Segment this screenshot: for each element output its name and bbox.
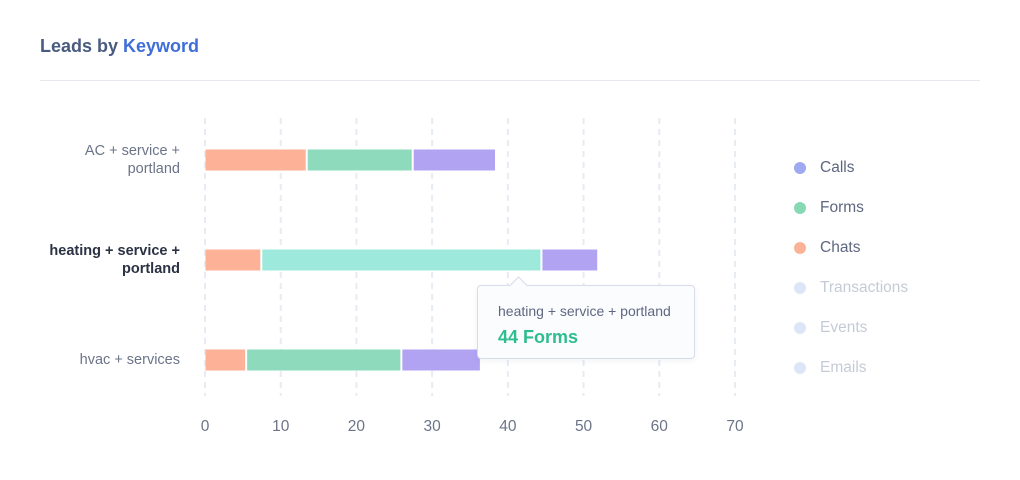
- bar-calls[interactable]: [413, 149, 495, 171]
- category-label: hvac + services: [79, 352, 180, 368]
- category-label: heating + service + portland: [49, 243, 180, 277]
- legend-label: Events: [820, 319, 868, 336]
- chart-title-part2: Keyword: [123, 36, 200, 56]
- bar-chats[interactable]: [205, 149, 306, 171]
- legend-label: Forms: [820, 199, 864, 216]
- chart-title: Leads by Keyword: [40, 36, 199, 57]
- bar-chats[interactable]: [205, 249, 261, 271]
- bar-forms[interactable]: [307, 149, 412, 171]
- legend-item-forms[interactable]: Forms: [794, 188, 908, 228]
- tooltip-value: 44 Forms: [498, 327, 579, 347]
- legend-dot-icon: [794, 162, 806, 174]
- x-tick-label: 70: [726, 418, 744, 435]
- header-divider: [40, 80, 980, 81]
- tooltip-title: heating + service + portland: [498, 303, 671, 319]
- legend-item-emails[interactable]: Emails: [794, 348, 908, 388]
- chart-legend: Calls Forms Chats Transactions Events Emails: [794, 148, 908, 388]
- legend-label: Calls: [820, 159, 855, 176]
- bar-chart: 0 10 20 30 40 50 60 70: [201, 118, 744, 435]
- legend-label: Emails: [820, 359, 867, 376]
- bar-forms[interactable]: [262, 249, 541, 271]
- legend-item-transactions[interactable]: Transactions: [794, 268, 908, 308]
- category-label: AC + service + portland: [84, 143, 180, 177]
- legend-dot-icon: [794, 202, 806, 214]
- chart-title-part1: Leads by: [40, 36, 124, 56]
- bar-forms[interactable]: [247, 349, 401, 371]
- legend-item-events[interactable]: Events: [794, 308, 908, 348]
- x-tick-label: 30: [424, 418, 442, 435]
- chart-tooltip: heating + service + portland 44 Forms: [477, 276, 695, 359]
- legend-dot-icon: [794, 282, 806, 294]
- x-tick-label: 0: [201, 418, 210, 435]
- x-tick-label: 20: [348, 418, 366, 435]
- bar-chats[interactable]: [205, 349, 246, 371]
- bar-calls[interactable]: [402, 349, 480, 371]
- bar-calls[interactable]: [542, 249, 598, 271]
- x-tick-label: 10: [272, 418, 290, 435]
- legend-dot-icon: [794, 362, 806, 374]
- x-tick-label: 50: [575, 418, 593, 435]
- legend-dot-icon: [794, 322, 806, 334]
- legend-label: Transactions: [820, 279, 909, 296]
- legend-item-calls[interactable]: Calls: [794, 148, 908, 188]
- legend-dot-icon: [794, 242, 806, 254]
- legend-label: Chats: [820, 239, 861, 256]
- legend-item-chats[interactable]: Chats: [794, 228, 908, 268]
- x-tick-label: 60: [651, 418, 669, 435]
- x-tick-label: 40: [499, 418, 517, 435]
